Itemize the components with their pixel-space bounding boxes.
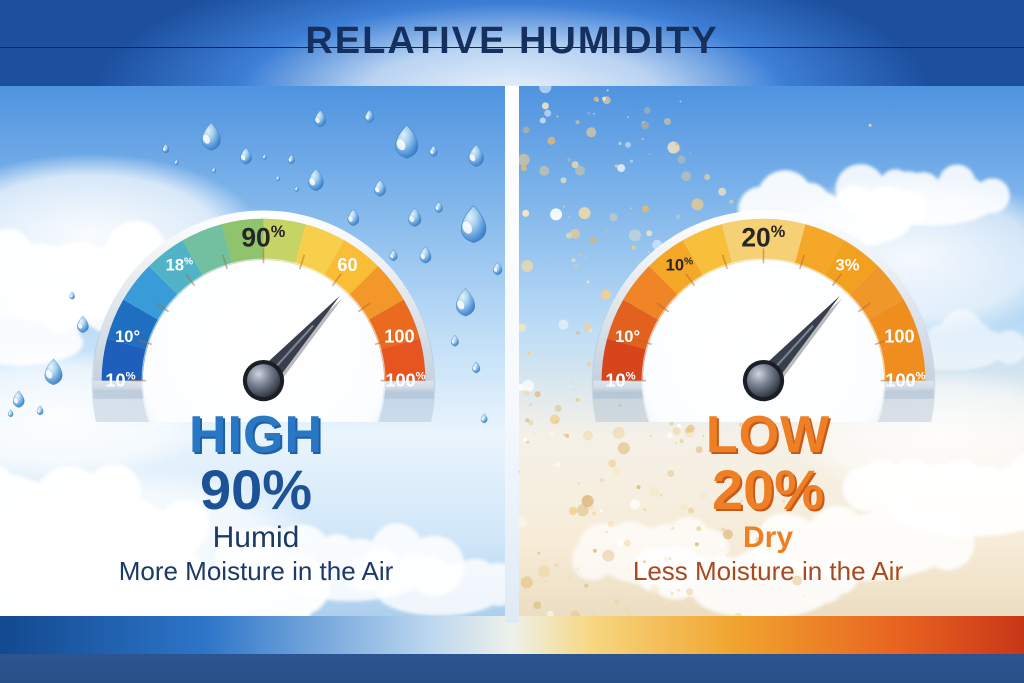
svg-text:10°: 10° [115, 326, 140, 345]
svg-text:100: 100 [884, 326, 914, 346]
svg-text:3%: 3% [835, 255, 859, 274]
svg-text:10°: 10° [615, 326, 640, 345]
svg-text:60: 60 [337, 254, 357, 274]
svg-text:100: 100 [384, 326, 414, 346]
